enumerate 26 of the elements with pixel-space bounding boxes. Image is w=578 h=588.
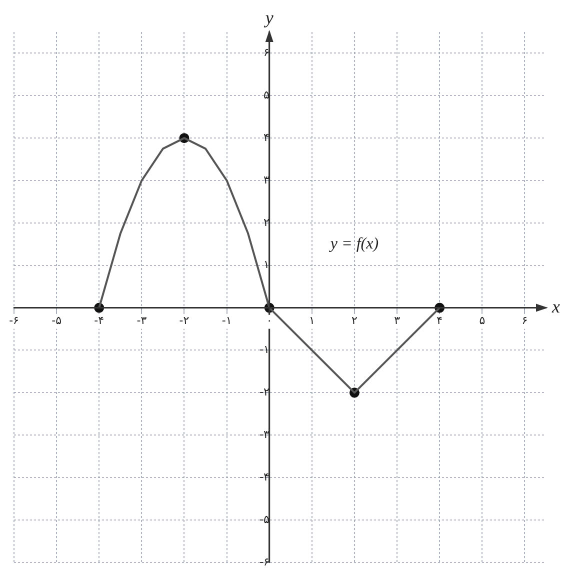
x-tick-label: -۲ <box>179 314 190 328</box>
x-tick-label: ۲ <box>352 314 358 328</box>
x-tick-label: ۶ <box>522 314 528 328</box>
y-tick-label: -۶ <box>259 555 270 568</box>
y-tick-label: ۲ <box>263 216 270 229</box>
x-tick-label: -۳ <box>136 314 147 328</box>
y-tick-label: -۱ <box>259 343 270 356</box>
y-tick-label: -۲ <box>259 386 270 399</box>
x-tick-label: -۵ <box>52 314 62 328</box>
y-tick-label: ۶ <box>263 46 270 60</box>
x-tick-label: ۱ <box>308 314 315 328</box>
x-tick-label: ۰ <box>266 314 272 328</box>
y-tick-label: ۵ <box>263 88 270 102</box>
x-tick-label: ۳ <box>394 314 400 328</box>
x-tick-label: -۴ <box>94 314 104 328</box>
y-axis-title: y <box>263 8 274 28</box>
y-tick-label: ۴ <box>263 130 270 144</box>
x-tick-label: ۴ <box>436 314 443 328</box>
annotation: y = f(x) <box>328 235 379 252</box>
x-axis-title: x <box>551 296 560 317</box>
x-tick-label: ۵ <box>479 314 486 328</box>
x-tick-label: -۶ <box>9 314 19 328</box>
y-tick-label: -۴ <box>259 470 270 484</box>
x-tick-label: -۱ <box>222 314 232 328</box>
y-tick-label: -۵ <box>259 512 270 526</box>
y-tick-label: ۱ <box>263 258 270 272</box>
